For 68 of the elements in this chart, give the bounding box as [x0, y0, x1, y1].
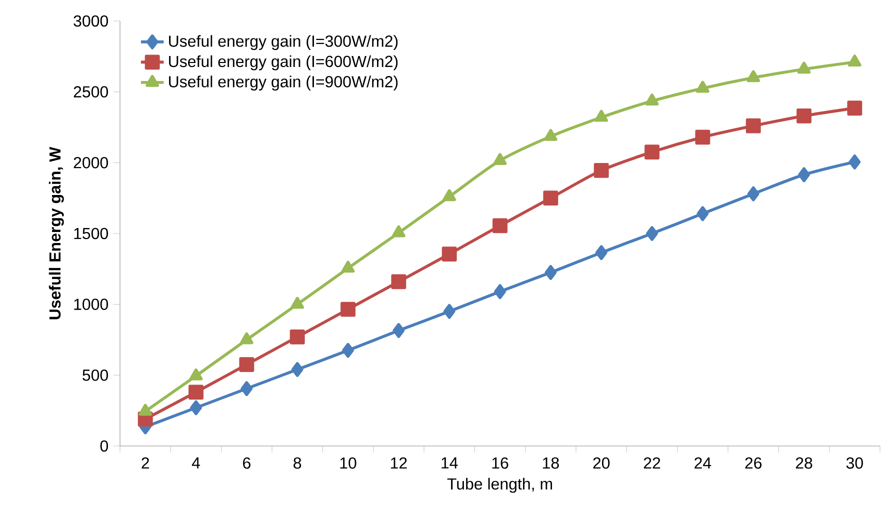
x-tick-label: 4: [192, 457, 200, 468]
point: [848, 54, 862, 67]
point: [646, 226, 658, 241]
y-axis-title: Usefull Energy gain, W: [48, 146, 64, 320]
x-tick-label: 10: [340, 457, 356, 469]
point: [240, 332, 254, 344]
point: [746, 118, 761, 134]
point: [391, 274, 406, 290]
legend-label: Useful energy gain (I=900W/m2): [169, 76, 398, 91]
x-tick-label: 8: [294, 457, 302, 469]
x-axis-title: Tube length, m: [447, 478, 552, 493]
point: [594, 110, 608, 122]
point: [492, 218, 508, 234]
point: [544, 264, 557, 280]
x-tick-label: 2: [142, 457, 149, 469]
point: [645, 94, 659, 106]
point: [543, 190, 558, 206]
x-tick-label: 22: [644, 457, 660, 469]
x-tick-label: 30: [846, 457, 863, 469]
y-tick-label: 2000: [74, 157, 108, 168]
point: [544, 128, 558, 141]
x-tick-label: 24: [694, 457, 712, 469]
point: [392, 225, 406, 238]
point: [290, 329, 305, 344]
x-tick-label: 20: [593, 457, 610, 469]
x-tick-label: 12: [390, 457, 407, 469]
y-tick-label: 1000: [74, 298, 108, 310]
point: [747, 186, 760, 202]
x-tick-label: 18: [542, 457, 559, 469]
point: [443, 304, 456, 319]
point: [392, 323, 405, 338]
y-tick-label: 2500: [74, 86, 108, 98]
point: [239, 357, 254, 372]
x-tick-label: 6: [243, 457, 250, 469]
point: [342, 342, 354, 358]
point: [494, 284, 506, 300]
point: [595, 245, 608, 260]
legend-label: Useful energy gain (I=300W/m2): [169, 35, 398, 50]
point: [644, 144, 660, 160]
point: [340, 302, 356, 317]
x-tick-label: 28: [796, 457, 812, 469]
point: [848, 154, 861, 170]
point: [240, 381, 253, 396]
point: [493, 153, 507, 166]
point: [695, 130, 710, 145]
point: [190, 400, 202, 416]
point: [797, 62, 811, 74]
point: [442, 189, 456, 202]
y-tick-label: 0: [100, 440, 108, 452]
point: [796, 108, 812, 124]
y-tick-label: 1500: [74, 228, 108, 240]
x-tick-label: 26: [745, 457, 762, 469]
y-tick-label: 500: [82, 370, 108, 381]
point: [696, 206, 709, 222]
point: [798, 167, 810, 182]
point: [290, 296, 304, 309]
x-tick-label: 14: [442, 457, 458, 468]
point: [188, 384, 204, 400]
point: [442, 246, 457, 262]
point: [746, 70, 760, 82]
x-tick-label: 16: [492, 457, 508, 469]
legend-label: Useful energy gain (I=600W/m2): [169, 55, 398, 70]
point: [341, 260, 355, 273]
point: [594, 162, 609, 178]
point: [847, 100, 862, 116]
point: [696, 80, 710, 93]
point: [291, 362, 304, 377]
y-tick-label: 3000: [74, 15, 108, 27]
